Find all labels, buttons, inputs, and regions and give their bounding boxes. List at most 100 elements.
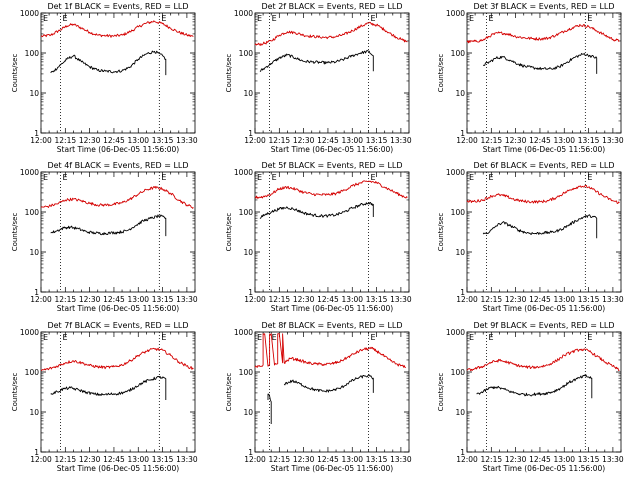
det2-y-tick-label: 10 — [243, 89, 253, 98]
det4-x-axis-label: Start Time (06-Dec-05 11:56:00) — [57, 304, 179, 313]
det9-interval-marker-label: E — [587, 333, 592, 342]
det3-x-tick-label: 13:15 — [578, 136, 600, 145]
det6-x-tick-label: 12:30 — [505, 295, 527, 304]
det5-x-tick-label: 12:45 — [317, 295, 339, 304]
det8-x-tick-label: 12:45 — [317, 455, 339, 464]
det9-y-axis-label: Counts/sec — [437, 373, 445, 412]
panel-det-8: Det 8f BLACK = Events, RED = LLD 1 10 100 10… — [225, 321, 412, 473]
det2-x-axis-label: Start Time (06-Dec-05 11:56:00) — [271, 145, 393, 154]
det9-x-tick-label: 13:00 — [553, 455, 575, 464]
det8-events-series-line — [267, 393, 272, 424]
det2-corner-marker-label: E — [257, 14, 262, 23]
det8-x-tick-label: 13:00 — [341, 455, 363, 464]
det6-interval-marker-label: E — [488, 173, 493, 182]
det5-corner-marker-label: E — [257, 173, 262, 182]
det9-lld-series-line — [466, 348, 620, 372]
det1-x-tick-label: 12:00 — [30, 136, 52, 145]
det6-corner-marker-label: E — [469, 173, 474, 182]
det4-panel-title: Det 4f BLACK = Events, RED = LLD — [47, 161, 188, 170]
det5-y-tick-label: 1000 — [234, 168, 253, 177]
det2-interval-marker-label: E — [370, 14, 375, 23]
det1-x-tick-label: 12:30 — [79, 136, 101, 145]
det9-x-tick-label: 12:30 — [505, 455, 527, 464]
det9-x-tick-label: 12:00 — [456, 455, 478, 464]
det8-corner-marker-label: E — [257, 333, 262, 342]
det2-x-tick-label: 12:15 — [269, 136, 291, 145]
det6-x-tick-label: 13:30 — [602, 295, 624, 304]
det6-x-tick-label: 12:00 — [456, 295, 478, 304]
det4-interval-marker-label: E — [62, 173, 67, 182]
det3-x-tick-label: 13:00 — [553, 136, 575, 145]
det7-corner-marker-label: E — [43, 333, 48, 342]
det9-y-tick-label: 1000 — [446, 328, 465, 337]
det2-panel-title: Det 2f BLACK = Events, RED = LLD — [261, 2, 402, 11]
det2-events-series-line — [259, 49, 374, 72]
det2-y-tick-label: 1 — [248, 129, 253, 138]
panel-det-6: Det 6f BLACK = Events, RED = LLD 1 10 100 10… — [437, 161, 624, 313]
det7-x-tick-label: 13:30 — [176, 455, 198, 464]
det6-y-tick-label: 1000 — [446, 168, 465, 177]
det6-events-series-line — [482, 214, 598, 239]
det3-y-tick-label: 1000 — [446, 9, 465, 18]
det8-x-tick-label: 12:30 — [293, 455, 315, 464]
det5-plot-frame — [254, 171, 410, 293]
det9-panel-title: Det 9f BLACK = Events, RED = LLD — [473, 321, 614, 330]
det4-x-tick-label: 12:15 — [55, 295, 77, 304]
det2-x-tick-label: 12:45 — [317, 136, 339, 145]
det3-panel-title: Det 3f BLACK = Events, RED = LLD — [473, 2, 614, 11]
det3-x-tick-label: 12:15 — [481, 136, 503, 145]
panel-det-4: Det 4f BLACK = Events, RED = LLD 1 10 100 10… — [11, 161, 198, 313]
det1-y-tick-label: 10 — [29, 89, 39, 98]
det8-x-tick-label: 12:00 — [244, 455, 266, 464]
det7-plot-frame — [40, 331, 196, 453]
det1-interval-marker-label: E — [62, 14, 67, 23]
det3-x-axis-label: Start Time (06-Dec-05 11:56:00) — [483, 145, 605, 154]
det2-x-tick-label: 13:30 — [390, 136, 412, 145]
det9-corner-marker-label: E — [469, 333, 474, 342]
det3-y-tick-label: 10 — [455, 89, 465, 98]
det9-y-tick-label: 100 — [451, 368, 466, 377]
det8-y-tick-label: 10 — [243, 408, 253, 417]
det5-x-tick-label: 13:00 — [341, 295, 363, 304]
det4-interval-marker-label: E — [161, 173, 166, 182]
det9-x-tick-label: 12:45 — [529, 455, 551, 464]
det7-panel-title: Det 7f BLACK = Events, RED = LLD — [47, 321, 188, 330]
det8-interval-marker-label: E — [370, 333, 375, 342]
det6-lld-series-line — [466, 184, 620, 204]
det6-x-axis-label: Start Time (06-Dec-05 11:56:00) — [483, 304, 605, 313]
det6-y-tick-label: 10 — [455, 248, 465, 257]
det1-events-series-line — [50, 50, 167, 76]
det9-plot-frame — [466, 331, 622, 453]
det1-y-tick-label: 1 — [34, 129, 39, 138]
det6-y-axis-label: Counts/sec — [437, 213, 445, 252]
det7-x-tick-label: 12:45 — [103, 455, 125, 464]
det4-x-tick-label: 12:00 — [30, 295, 52, 304]
det7-x-tick-label: 13:15 — [152, 455, 174, 464]
det2-y-axis-label: Counts/sec — [225, 54, 233, 93]
det7-x-tick-label: 12:00 — [30, 455, 52, 464]
det3-x-tick-label: 12:30 — [505, 136, 527, 145]
det2-x-tick-label: 12:00 — [244, 136, 266, 145]
det2-x-tick-label: 12:30 — [293, 136, 315, 145]
det5-y-tick-label: 10 — [243, 248, 253, 257]
det7-interval-marker-label: E — [161, 333, 166, 342]
det3-x-tick-label: 12:00 — [456, 136, 478, 145]
det7-x-axis-label: Start Time (06-Dec-05 11:56:00) — [57, 464, 179, 473]
det7-x-tick-label: 13:00 — [127, 455, 149, 464]
det3-interval-marker-label: E — [587, 14, 592, 23]
det1-interval-marker-label: E — [161, 14, 166, 23]
det5-x-tick-label: 12:30 — [293, 295, 315, 304]
det1-y-tick-label: 100 — [25, 49, 40, 58]
det7-lld-series-line — [40, 347, 194, 371]
det7-y-tick-label: 1000 — [20, 328, 39, 337]
det7-y-axis-label: Counts/sec — [11, 373, 19, 412]
det7-x-tick-label: 12:15 — [55, 455, 77, 464]
det1-panel-title: Det 1f BLACK = Events, RED = LLD — [47, 2, 188, 11]
det6-y-tick-label: 100 — [451, 208, 466, 217]
det5-x-axis-label: Start Time (06-Dec-05 11:56:00) — [271, 304, 393, 313]
det6-interval-marker-label: E — [587, 173, 592, 182]
det1-plot-frame — [40, 12, 196, 134]
det3-interval-marker-label: E — [488, 14, 493, 23]
det3-y-axis-label: Counts/sec — [437, 54, 445, 93]
det7-x-tick-label: 12:30 — [79, 455, 101, 464]
